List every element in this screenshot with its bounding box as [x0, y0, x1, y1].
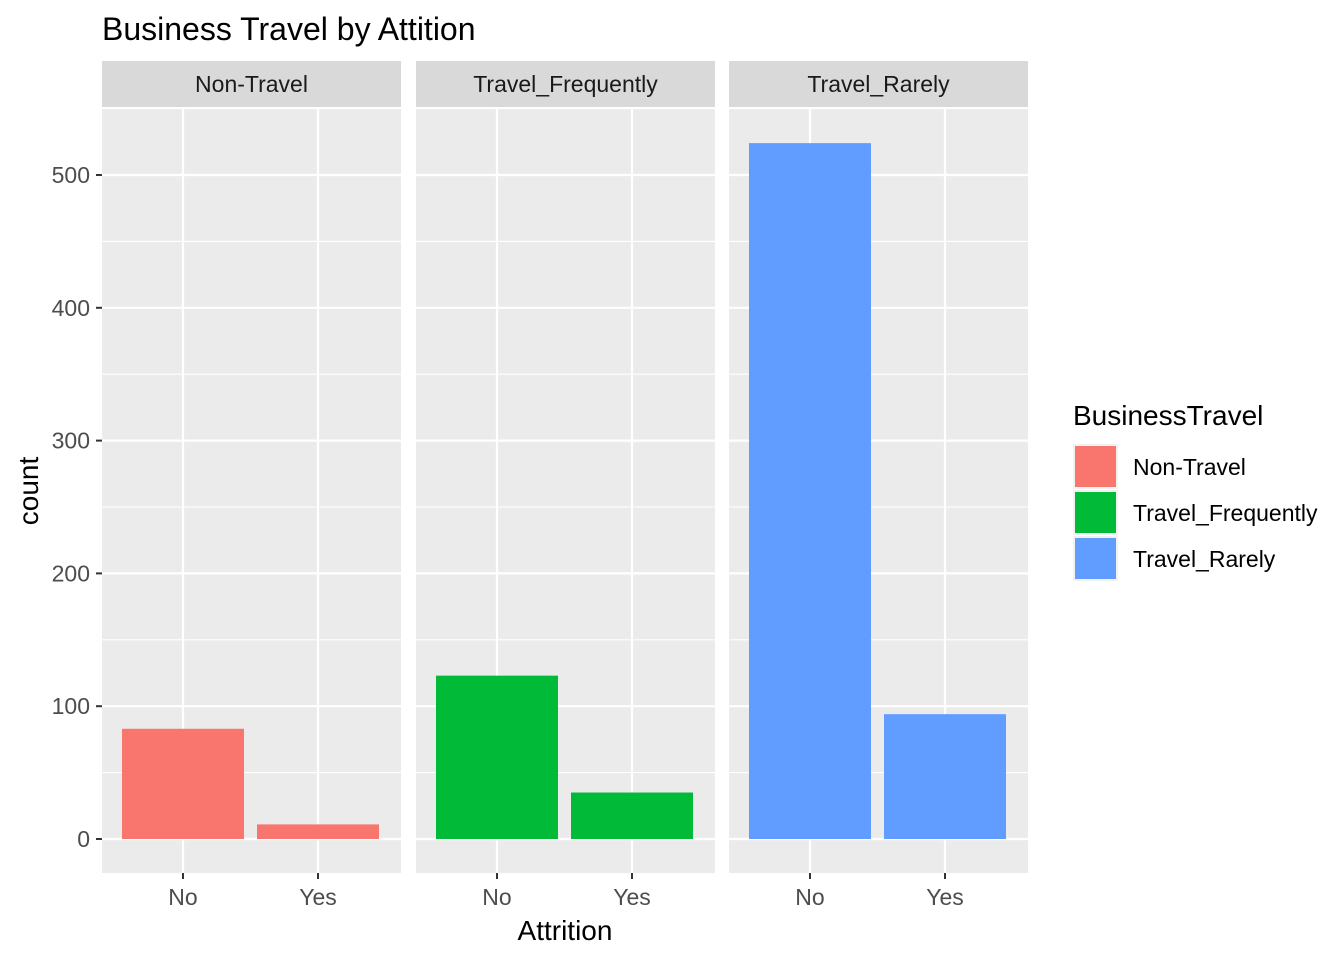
y-tick-label: 200 [52, 560, 90, 586]
y-tick-label: 300 [52, 428, 90, 454]
legend-title: BusinessTravel [1073, 400, 1263, 431]
facet-panel: Travel_Frequently [416, 61, 715, 873]
y-axis-title: count [13, 457, 44, 526]
bar-travel-frequently-no [436, 675, 558, 839]
y-tick-label: 500 [52, 162, 90, 188]
y-tick-label: 400 [52, 295, 90, 321]
bar-travel-rarely-yes [884, 714, 1006, 839]
facet-strip [416, 61, 715, 107]
x-tick-label: Yes [613, 884, 651, 910]
facet-panels: Non-Travel Travel_Frequently Travel_Rarely [102, 61, 1028, 873]
x-axis: No Yes No Yes No Yes [168, 873, 964, 910]
x-tick-label: No [482, 884, 511, 910]
bar-non-travel-no [122, 728, 244, 839]
facet-panel: Non-Travel [102, 61, 401, 873]
legend-label: Travel_Rarely [1133, 546, 1276, 572]
x-tick-label: Yes [299, 884, 337, 910]
facet-strip [729, 61, 1028, 107]
x-axis-title: Attrition [518, 915, 613, 946]
facet-strip-label: Travel_Rarely [807, 71, 950, 97]
chart-title: Business Travel by Attition [102, 11, 476, 47]
legend-key-swatch [1075, 446, 1116, 487]
legend-label: Non-Travel [1133, 454, 1246, 480]
legend-key-swatch [1075, 538, 1116, 579]
legend-key-swatch [1075, 492, 1116, 533]
bar-non-travel-yes [257, 824, 379, 839]
facet-panel: Travel_Rarely [729, 61, 1028, 873]
facet-strip-label: Travel_Frequently [473, 71, 658, 97]
legend-label: Travel_Frequently [1133, 500, 1318, 526]
y-axis: 0 100 200 300 400 500 [52, 162, 102, 852]
bar-travel-frequently-yes [571, 792, 693, 839]
x-tick-label: No [168, 884, 197, 910]
y-tick-label: 100 [52, 693, 90, 719]
bar-travel-rarely-no [749, 143, 871, 840]
facet-strip-label: Non-Travel [195, 71, 308, 97]
x-tick-label: Yes [926, 884, 964, 910]
y-tick-label: 0 [77, 826, 90, 852]
facet-strip [102, 61, 401, 107]
legend: BusinessTravel Non-Travel Travel_Frequent… [1073, 400, 1318, 581]
x-tick-label: No [795, 884, 824, 910]
